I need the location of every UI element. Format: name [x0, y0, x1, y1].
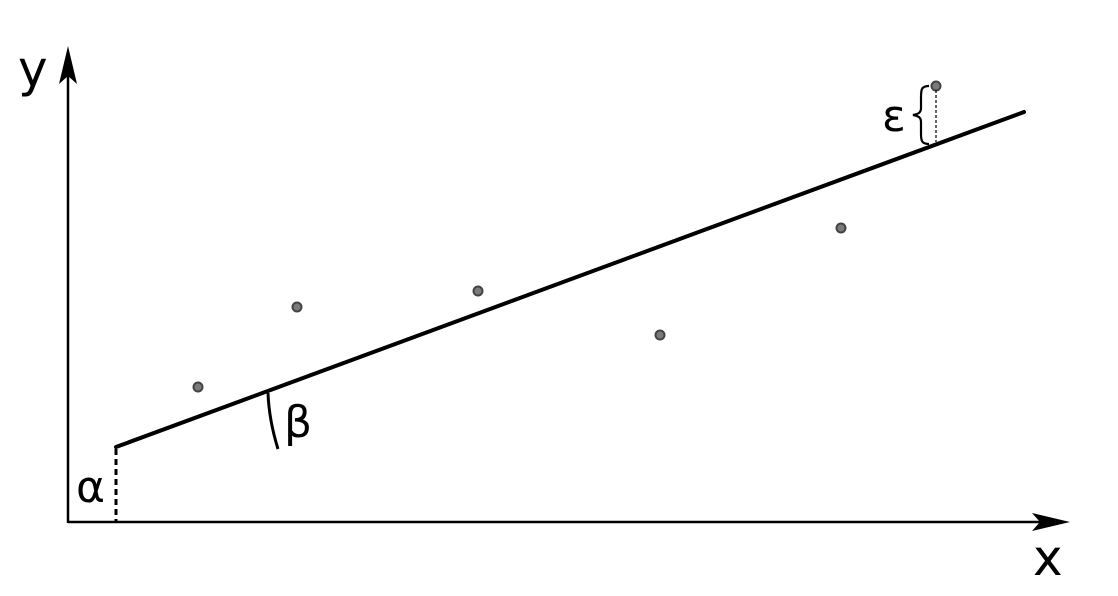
error-label: ε: [882, 91, 906, 142]
y-axis-label: y: [18, 40, 48, 98]
data-point: [930, 80, 942, 92]
data-point: [192, 381, 204, 393]
error-brace: [912, 84, 930, 146]
slope-label: β: [284, 397, 312, 448]
x-axis-label: x: [1033, 529, 1063, 587]
x-axis-arrowhead: [1032, 513, 1070, 531]
slope-angle-arc: [266, 392, 280, 450]
data-point: [654, 329, 666, 341]
intercept-label: α: [76, 462, 105, 513]
y-axis-arrowhead: [59, 46, 77, 84]
data-point: [835, 222, 847, 234]
data-point: [472, 285, 484, 297]
regression-line: [114, 110, 1026, 449]
data-point: [291, 301, 303, 313]
